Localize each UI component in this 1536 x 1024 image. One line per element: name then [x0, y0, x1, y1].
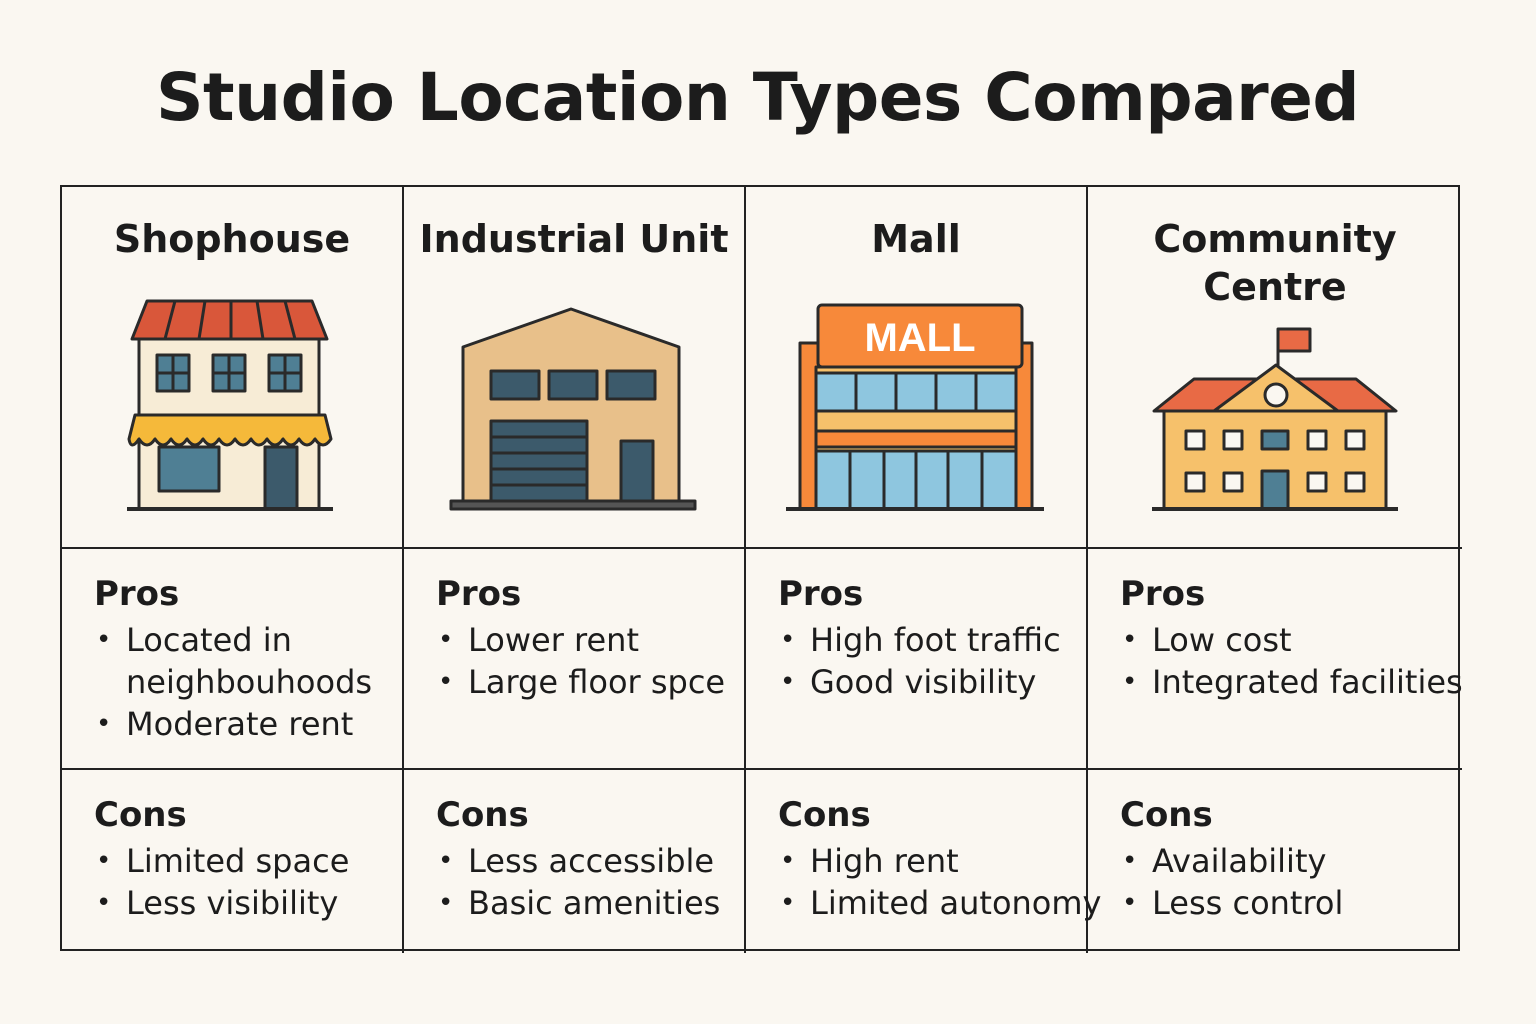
list-item: Less accessible	[436, 840, 744, 882]
pros-cell-industrial-unit: Pros Lower rent Large floor spce	[404, 549, 746, 770]
cons-cell-shophouse: Cons Limited space Less visibility	[62, 770, 404, 953]
cons-heading: Cons	[436, 795, 529, 835]
column-title-shophouse: Shophouse	[113, 217, 351, 261]
header-cell-mall: Mall MALL	[746, 187, 1088, 549]
cons-cell-community-centre: Cons Availability Less control	[1088, 770, 1462, 953]
list-item: Limited space	[94, 840, 402, 882]
pros-list: Lower rent Large floor spce	[436, 619, 744, 703]
pros-list: Low cost Integrated facilities	[1120, 619, 1463, 703]
cons-heading: Cons	[778, 795, 871, 835]
mall-sign-text: MALL	[864, 316, 975, 360]
pros-heading: Pros	[436, 574, 522, 614]
cons-heading: Cons	[1120, 795, 1213, 835]
list-item: Good visibility	[778, 661, 1086, 703]
cons-list: Availability Less control	[1120, 840, 1462, 924]
list-item: Integrated facilities	[1120, 661, 1463, 703]
column-title-mall: Mall	[871, 217, 961, 261]
page-title: Studio Location Types Compared	[156, 59, 1360, 136]
cons-cell-mall: Cons High rent Limited autonomy	[746, 770, 1101, 953]
header-cell-community-centre: Community Centre	[1088, 187, 1462, 549]
list-item: High foot traffic	[778, 619, 1086, 661]
list-item: Low cost	[1120, 619, 1462, 661]
pros-cell-community-centre: Pros Low cost Integrated facilities	[1088, 549, 1463, 770]
list-item: Moderate rent	[94, 703, 402, 745]
cons-list: High rent Limited autonomy	[778, 840, 1101, 924]
pros-heading: Pros	[94, 574, 180, 614]
header-cell-industrial-unit: Industrial Unit	[404, 187, 746, 549]
cons-heading: Cons	[94, 795, 187, 835]
mall-icon: MALL	[786, 301, 1046, 519]
list-item: Basic amenities	[436, 882, 744, 924]
pros-heading: Pros	[778, 574, 864, 614]
pros-cell-mall: Pros High foot traffic Good visibility	[746, 549, 1088, 770]
comparison-table: Shophouse	[60, 185, 1463, 953]
cons-list: Less accessible Basic amenities	[436, 840, 744, 924]
header-cell-shophouse: Shophouse	[62, 187, 404, 549]
shophouse-icon	[127, 295, 337, 519]
list-item: Limited autonomy	[778, 882, 1101, 924]
column-title-industrial-unit: Industrial Unit	[419, 217, 729, 261]
list-item: Lower rent	[436, 619, 744, 661]
cons-cell-industrial-unit: Cons Less accessible Basic amenities	[404, 770, 746, 953]
pros-list: High foot traffic Good visibility	[778, 619, 1086, 703]
list-item: High rent	[778, 840, 1086, 882]
industrial-unit-icon	[449, 305, 699, 519]
community-centre-icon	[1150, 325, 1400, 519]
pros-heading: Pros	[1120, 574, 1206, 614]
list-item: Less visibility	[94, 882, 402, 924]
column-title-community-centre: Community Centre	[1153, 217, 1397, 309]
list-item: Large floor spce	[436, 661, 744, 703]
cons-list: Limited space Less visibility	[94, 840, 402, 924]
list-item: Availability	[1120, 840, 1462, 882]
list-item: Less control	[1120, 882, 1462, 924]
